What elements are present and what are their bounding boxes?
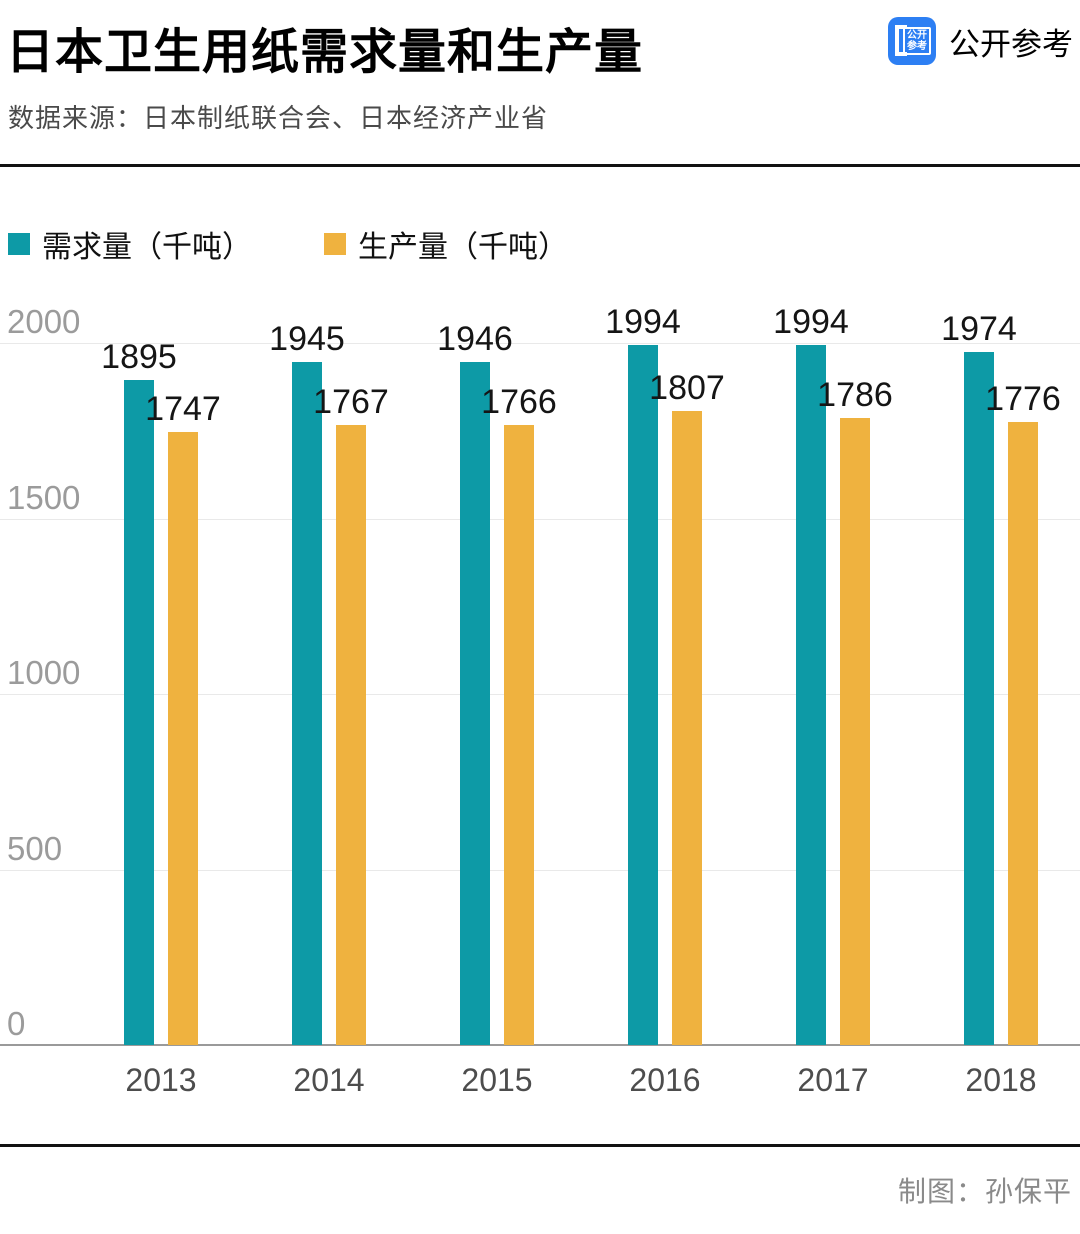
legend-label-production: 生产量（千吨） [358,231,568,264]
value-label-production-2013: 1747 [145,389,221,428]
bar-demand-2017 [796,345,826,1045]
x-tick-2018: 2018 [965,1062,1037,1098]
bar-demand-2016 [628,345,658,1045]
y-tick-0: 0 [7,1005,26,1042]
legend-swatch-production [324,233,346,255]
value-label-production-2017: 1786 [817,376,893,415]
bar-production-2014 [336,424,366,1045]
bracket-icon [895,25,907,56]
legend-item-production: 生产量（千吨） [324,222,568,266]
header-divider [0,164,1080,167]
bar-production-2016 [672,410,702,1045]
legend-swatch-demand [8,233,30,255]
bar-demand-2015 [460,361,490,1045]
value-label-production-2018: 1776 [985,379,1061,418]
value-label-demand-2016: 1994 [605,303,681,342]
footer-divider [0,1144,1080,1147]
x-tick-2016: 2016 [629,1062,701,1098]
gridline-500 [0,869,1080,871]
value-label-demand-2018: 1974 [941,310,1017,349]
x-tick-2017: 2017 [797,1062,869,1098]
credit: 制图：孙保平 [897,1176,1072,1207]
bar-production-2017 [840,418,870,1045]
brand: 公开 参考 公开参考 [888,17,1073,65]
logo-line2: 参考 [907,41,927,52]
chart-legend: 需求量（千吨） 生产量（千吨） [8,222,640,266]
value-label-demand-2017: 1994 [773,303,849,342]
value-label-production-2014: 1767 [313,382,389,421]
logo-line1: 公开 [907,30,927,41]
bar-production-2015 [504,425,534,1045]
bar-production-2013 [168,431,198,1045]
bar-production-2018 [1008,421,1038,1045]
y-tick-2000: 2000 [7,303,81,340]
gridline-1000 [0,694,1080,695]
x-axis-line [0,1044,1080,1046]
x-tick-2014: 2014 [293,1062,365,1098]
logo-text: 公开 参考 [903,27,931,55]
x-tick-2013: 2013 [125,1062,197,1098]
legend-item-demand: 需求量（千吨） [8,222,252,266]
y-tick-500: 500 [7,829,63,867]
brand-logo-icon: 公开 参考 [888,17,936,65]
data-source: 数据来源：日本制纸联合会、日本经济产业省 [8,103,549,133]
bar-demand-2018 [964,352,994,1045]
bar-demand-2013 [124,379,154,1045]
gridline-2000 [0,343,1080,344]
value-label-production-2016: 1807 [649,368,725,407]
value-label-demand-2013: 1895 [101,337,177,376]
value-label-production-2015: 1766 [481,383,557,422]
bar-demand-2014 [292,362,322,1045]
x-tick-2015: 2015 [461,1062,533,1098]
gridline-1500 [0,518,1080,520]
y-tick-1500: 1500 [7,478,81,516]
legend-label-demand: 需求量（千吨） [42,231,252,264]
page-title: 日本卫生用纸需求量和生产量 [6,26,644,79]
brand-name: 公开参考 [949,26,1073,62]
y-tick-1000: 1000 [7,654,81,691]
value-label-demand-2015: 1946 [437,319,513,358]
value-label-demand-2014: 1945 [269,320,345,359]
